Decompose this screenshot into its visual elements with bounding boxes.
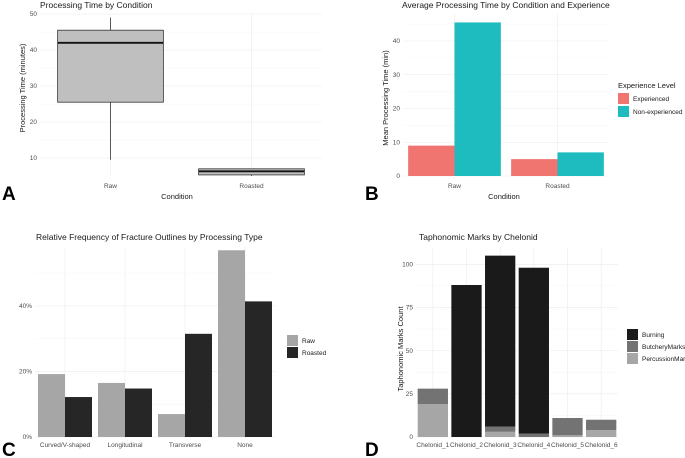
panel-a-ylabel: Processing Time (minutes): [18, 43, 27, 132]
panel-b-bar-non-experienced: [454, 22, 501, 176]
panel-b-legend-swatch: [618, 93, 629, 104]
panel-d-bar-segment-butcherymarks: [586, 419, 617, 431]
panel-b-bar-experienced: [511, 159, 558, 176]
panel-a-ytick-label: 30: [30, 83, 38, 90]
panel-d-xtick-label: Chelonid_6: [585, 442, 618, 449]
panel-c-xtick-label: None: [237, 442, 253, 449]
panel-a-title: Processing Time by Condition: [40, 0, 153, 10]
panel-c-bar-raw: [98, 382, 125, 437]
panel-a-ytick-label: 40: [30, 47, 38, 54]
panel-c-xtick-label: Curved/V-shaped: [40, 442, 91, 449]
panel-a-ytick-label: 50: [30, 11, 38, 18]
panel-c-xtick-label: Longitudinal: [107, 442, 143, 449]
panel-b-ylabel: Mean Processing Time (min): [381, 50, 390, 146]
panel-b-bar-experienced: [408, 145, 455, 176]
panel-b-legend-label: Experienced: [633, 96, 670, 103]
panel-b-legend-label: Non-experienced: [633, 109, 683, 116]
panel-d-bar-segment-butcherymarks: [518, 433, 549, 437]
panel-b-ytick-label: 30: [393, 72, 401, 79]
panel-b-letter: B: [365, 184, 379, 205]
panel-d-legend-label: Burning: [642, 332, 665, 339]
panel-b-xtick-label: Raw: [448, 183, 461, 190]
panel-c-ytick-label: 40%: [19, 303, 32, 310]
panel-d-bar-segment-percussionmarks: [586, 430, 617, 437]
panel-b-ytick-label: 20: [393, 106, 401, 113]
panel-c-bar-roasted: [65, 397, 92, 437]
panel-d-ytick-label: 25: [406, 391, 414, 398]
panel-d-ylabel: Taphonomic Marks Count: [396, 306, 405, 392]
panel-c-bar-roasted: [185, 333, 212, 437]
panel-a-ytick-label: 20: [30, 119, 38, 126]
panel-d-ytick-label: 75: [406, 305, 414, 312]
panel-c-bar-roasted: [125, 388, 152, 437]
panel-d-legend-swatch: [627, 341, 638, 352]
panel-b-legend-swatch: [618, 106, 629, 117]
panel-c-bar-raw: [38, 374, 65, 437]
panel-d-bar-segment-percussionmarks: [552, 435, 583, 437]
panel-d-ytick-label: 0: [409, 434, 413, 441]
panel-d-stacked-barchart: Taphonomic Marks by Chelonid 0 25 50 75 100 C…: [365, 232, 685, 458]
panel-c-bar-roasted: [245, 301, 272, 437]
panel-d-legend-swatch: [627, 329, 638, 340]
panel-b-ytick-label: 10: [393, 139, 401, 146]
panel-d-bar-segment-percussionmarks: [485, 431, 516, 437]
panel-c-ytick-label: 20%: [19, 369, 32, 376]
panel-b-legend-title: Experience Level: [618, 81, 676, 90]
panel-a-box-raw: [57, 29, 164, 103]
panel-c-title: Relative Frequency of Fracture Outlines …: [36, 232, 263, 242]
panel-c-legend-label: Raw: [302, 338, 315, 345]
panel-d-xtick-label: Chelonid_1: [416, 442, 449, 449]
panel-c-ytick-label: 0%: [23, 434, 33, 441]
panel-d-legend-swatch: [627, 353, 638, 364]
panel-a-xlabel: Condition: [161, 192, 193, 201]
panel-d-ytick-label: 100: [402, 261, 413, 268]
panel-c-xtick-label: Transverse: [169, 442, 202, 449]
panel-a-letter: A: [2, 184, 16, 205]
panel-b-barchart: Average Processing Time by Condition and…: [365, 0, 683, 205]
panel-d-letter: D: [365, 440, 379, 458]
panel-d-xtick-label: Chelonid_2: [450, 442, 483, 449]
panel-c-bar-raw: [218, 250, 245, 437]
panel-d-bar-segment-butcherymarks: [552, 418, 583, 436]
panel-d-bar-segment-butcherymarks: [417, 388, 448, 405]
panel-c-barchart: Relative Frequency of Fracture Outlines …: [2, 232, 327, 458]
panel-d-legend-label: PercussionMarks: [642, 356, 685, 363]
panel-c-legend-swatch: [287, 347, 298, 358]
panel-d-bar-segment-butcherymarks: [485, 426, 516, 432]
panel-d-xtick-label: Chelonid_3: [484, 442, 517, 449]
panel-a-xtick-label: Roasted: [239, 183, 264, 190]
panel-d-legend-label: ButcheryMarks: [642, 344, 685, 351]
panel-c-legend-swatch: [287, 335, 298, 346]
panel-d-bar-segment-burning: [485, 255, 516, 427]
panel-d-bar-segment-burning: [518, 267, 549, 434]
panel-b-ytick-label: 0: [396, 173, 400, 180]
panel-c-legend-label: Roasted: [302, 350, 327, 357]
panel-d-xtick-label: Chelonid_4: [517, 442, 550, 449]
panel-b-title: Average Processing Time by Condition and…: [402, 0, 610, 10]
panel-a-ytick-label: 10: [30, 155, 38, 162]
panel-a-boxplot: Processing Time by Condition 10 20 30 40 50 R…: [2, 0, 322, 205]
panel-d-title: Taphonomic Marks by Chelonid: [419, 232, 538, 242]
panel-d-bar-segment-percussionmarks: [417, 404, 448, 437]
panel-b-xlabel: Condition: [488, 192, 520, 201]
panel-c-letter: C: [2, 440, 16, 458]
panel-b-ytick-label: 40: [393, 38, 401, 45]
panel-b-xtick-label: Roasted: [545, 183, 570, 190]
panel-a-xtick-label: Raw: [104, 183, 117, 190]
panel-c-bar-raw: [158, 414, 185, 437]
panel-d-ytick-label: 50: [406, 348, 414, 355]
panel-d-xtick-label: Chelonid_5: [551, 442, 584, 449]
panel-b-bar-non-experienced: [557, 152, 604, 176]
panel-d-bar-segment-burning: [451, 285, 482, 437]
